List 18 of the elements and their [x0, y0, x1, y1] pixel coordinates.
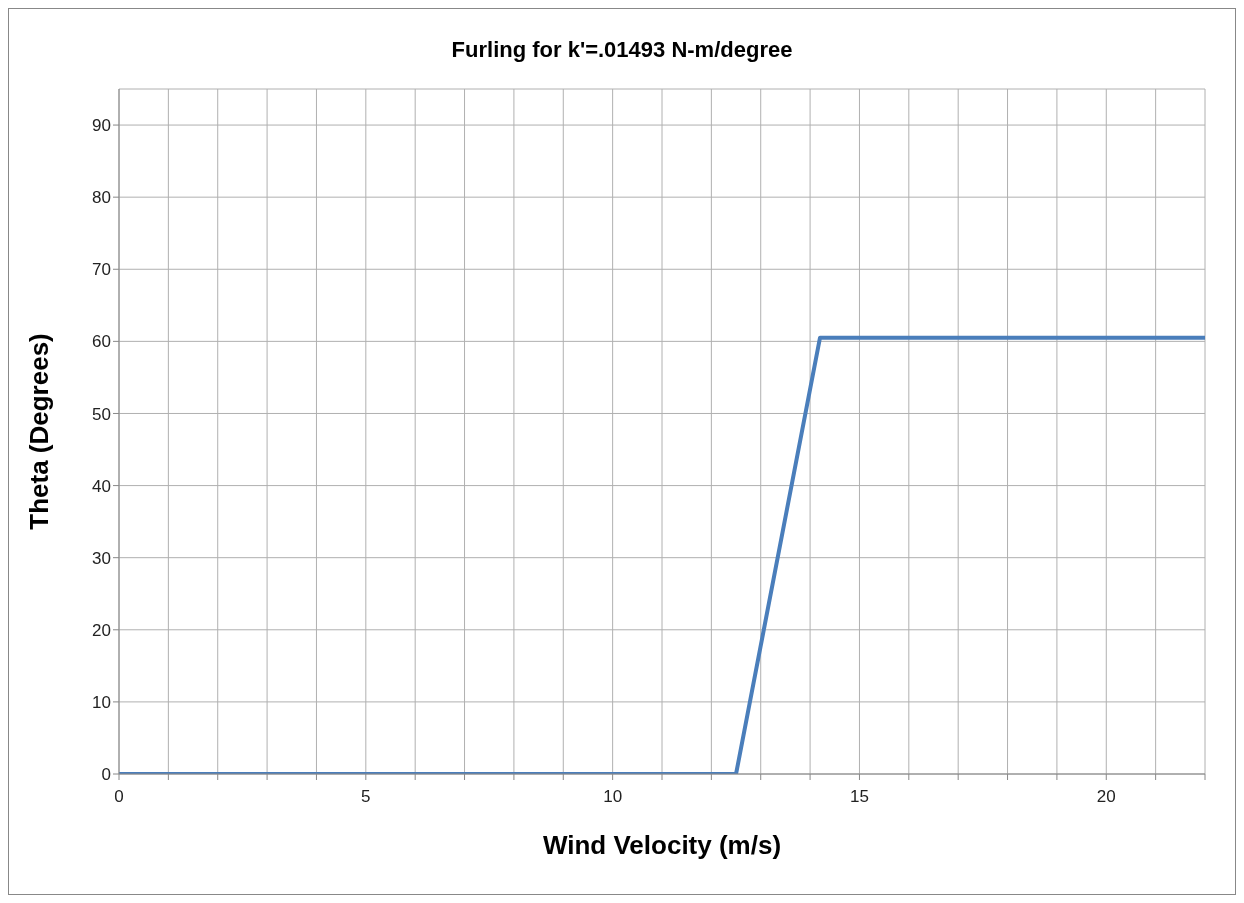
y-tick-label: 50: [92, 404, 111, 424]
y-tick-label: 80: [92, 188, 111, 208]
x-tick-label: 20: [1096, 787, 1116, 807]
y-tick-label: 90: [92, 116, 111, 136]
y-tick-label: 30: [92, 548, 111, 568]
y-tick-label: 10: [92, 692, 111, 712]
y-tick-label: 60: [92, 332, 111, 352]
x-tick-label: 15: [849, 787, 869, 807]
y-axis-title: Theta (Degrees): [24, 333, 55, 530]
x-tick-label: 5: [361, 787, 371, 807]
chart-title: Furling for k'=.01493 N-m/degree: [450, 37, 794, 63]
y-tick-label: 70: [92, 260, 111, 280]
y-tick-label: 40: [92, 476, 111, 496]
x-tick-label: 0: [114, 787, 124, 807]
y-tick-label: 0: [101, 765, 111, 785]
x-axis-title: Wind Velocity (m/s): [542, 830, 782, 860]
y-tick-label: 20: [92, 620, 111, 640]
x-tick-label: 10: [603, 787, 623, 807]
